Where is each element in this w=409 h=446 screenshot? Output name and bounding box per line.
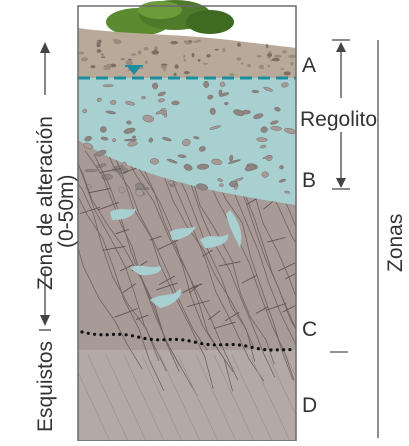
regolith-indicator xyxy=(332,39,350,190)
topsoil-pebbles xyxy=(78,39,296,76)
water-filled-fractures xyxy=(110,208,242,308)
zone-a-topsoil xyxy=(78,28,296,78)
rock-fractures xyxy=(78,140,296,441)
schist-bedrock xyxy=(78,350,296,441)
zone-label-d: D xyxy=(302,394,317,417)
weathering-front-dots xyxy=(80,330,292,352)
weathering-depth-label: (0-50m) xyxy=(55,174,78,248)
weathering-zone-indicator xyxy=(39,42,51,331)
regolith-label: Regolito xyxy=(300,108,377,131)
schist-label: Esquistos xyxy=(34,341,57,432)
zones-label: Zonas xyxy=(384,214,407,272)
soil-column xyxy=(78,28,296,441)
regolith-clasts xyxy=(82,80,296,197)
zone-label-c: C xyxy=(302,318,317,341)
water-table-marker-icon xyxy=(127,66,141,75)
weathering-zone-label: Zona de alteración xyxy=(34,116,57,290)
zones-bracket xyxy=(330,40,379,438)
zone-label-a: A xyxy=(302,54,316,77)
zone-label-b: B xyxy=(302,169,316,192)
